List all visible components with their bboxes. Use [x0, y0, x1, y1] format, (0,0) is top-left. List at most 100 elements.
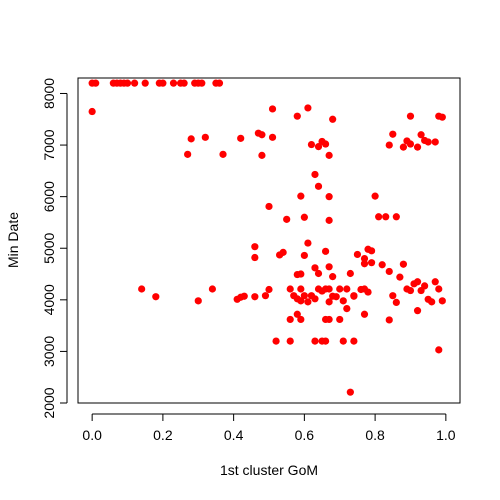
- data-point: [265, 285, 273, 294]
- x-tick-label: 0.8: [365, 427, 385, 443]
- data-point: [138, 285, 146, 293]
- y-tick-label: 3000: [41, 336, 57, 367]
- x-tick-label: 0.2: [153, 427, 173, 443]
- data-point: [346, 388, 354, 396]
- data-point: [378, 261, 386, 269]
- data-point: [297, 297, 305, 305]
- data-point: [268, 133, 277, 141]
- data-point: [141, 79, 149, 87]
- x-tick-label: 1.0: [436, 427, 456, 443]
- y-tick-label: 7000: [41, 129, 57, 160]
- data-points: [88, 79, 446, 396]
- data-point: [332, 293, 340, 301]
- data-point: [215, 79, 224, 87]
- data-point: [321, 140, 330, 148]
- data-point: [435, 285, 443, 293]
- data-point: [251, 243, 259, 251]
- data-point: [343, 285, 351, 293]
- y-tick-label: 8000: [41, 78, 57, 109]
- data-point: [311, 264, 319, 272]
- data-point: [307, 140, 316, 149]
- data-point: [123, 79, 132, 87]
- data-point: [251, 293, 259, 301]
- y-tick-label: 6000: [41, 181, 57, 212]
- data-point: [364, 288, 372, 296]
- data-point: [304, 298, 312, 306]
- data-point: [268, 105, 277, 113]
- data-point: [130, 79, 139, 87]
- data-point: [286, 285, 294, 293]
- y-tick-label: 4000: [41, 284, 57, 315]
- data-point: [389, 292, 397, 300]
- data-point: [265, 202, 273, 211]
- data-point: [297, 315, 305, 324]
- data-point: [187, 135, 195, 143]
- data-point: [406, 140, 415, 148]
- data-point: [385, 267, 393, 276]
- data-point: [385, 316, 393, 324]
- data-point: [413, 307, 422, 315]
- x-tick-label: 0.6: [295, 427, 315, 443]
- data-point: [350, 292, 358, 300]
- data-point: [311, 295, 319, 303]
- data-point: [297, 285, 305, 293]
- data-point: [399, 143, 408, 151]
- data-point: [360, 254, 369, 263]
- data-point: [360, 260, 369, 268]
- data-point: [343, 304, 351, 313]
- data-point: [336, 285, 344, 293]
- data-point: [251, 253, 259, 262]
- data-point: [283, 215, 291, 223]
- plot-frame: [77, 77, 461, 404]
- data-point: [237, 134, 245, 142]
- data-point: [428, 298, 436, 306]
- data-point: [88, 107, 96, 116]
- data-point: [375, 213, 383, 221]
- data-point: [297, 270, 305, 278]
- data-point: [413, 143, 422, 151]
- data-point: [184, 150, 192, 158]
- data-point: [325, 263, 333, 271]
- data-point: [360, 310, 369, 318]
- data-point: [417, 131, 425, 139]
- data-point: [92, 79, 100, 87]
- data-point: [431, 278, 439, 286]
- y-tick-label: 5000: [41, 232, 57, 263]
- data-point: [152, 293, 160, 301]
- data-point: [325, 216, 333, 224]
- y-axis: 2000 3000 4000 5000 6000 7000 8000: [41, 78, 68, 419]
- data-point: [396, 273, 404, 281]
- data-point: [261, 292, 270, 300]
- data-point: [413, 278, 422, 286]
- data-point: [389, 130, 397, 138]
- data-point: [272, 337, 280, 345]
- data-point: [329, 115, 337, 123]
- data-point: [367, 259, 376, 267]
- data-point: [421, 282, 429, 290]
- data-point: [258, 151, 266, 159]
- data-point: [406, 286, 415, 295]
- data-point: [300, 292, 308, 300]
- data-point: [208, 285, 217, 293]
- data-point: [198, 79, 206, 87]
- data-point: [240, 292, 248, 300]
- y-axis-title: Min Date: [5, 212, 21, 268]
- data-point: [311, 337, 319, 345]
- data-point: [297, 192, 305, 200]
- data-point: [392, 213, 400, 221]
- data-point: [314, 269, 323, 278]
- data-point: [346, 269, 354, 278]
- x-tick-label: 0.0: [82, 427, 102, 443]
- data-point: [339, 337, 347, 345]
- data-point: [304, 239, 312, 247]
- data-point: [438, 297, 446, 305]
- data-point: [406, 112, 415, 120]
- data-point: [300, 251, 308, 260]
- x-axis: 0.0 0.2 0.4 0.6 0.8 1.0: [82, 413, 456, 443]
- x-axis-title: 1st cluster GoM: [220, 462, 318, 478]
- data-point: [314, 143, 323, 151]
- data-point: [382, 213, 390, 221]
- data-point: [159, 79, 167, 87]
- data-point: [325, 315, 333, 324]
